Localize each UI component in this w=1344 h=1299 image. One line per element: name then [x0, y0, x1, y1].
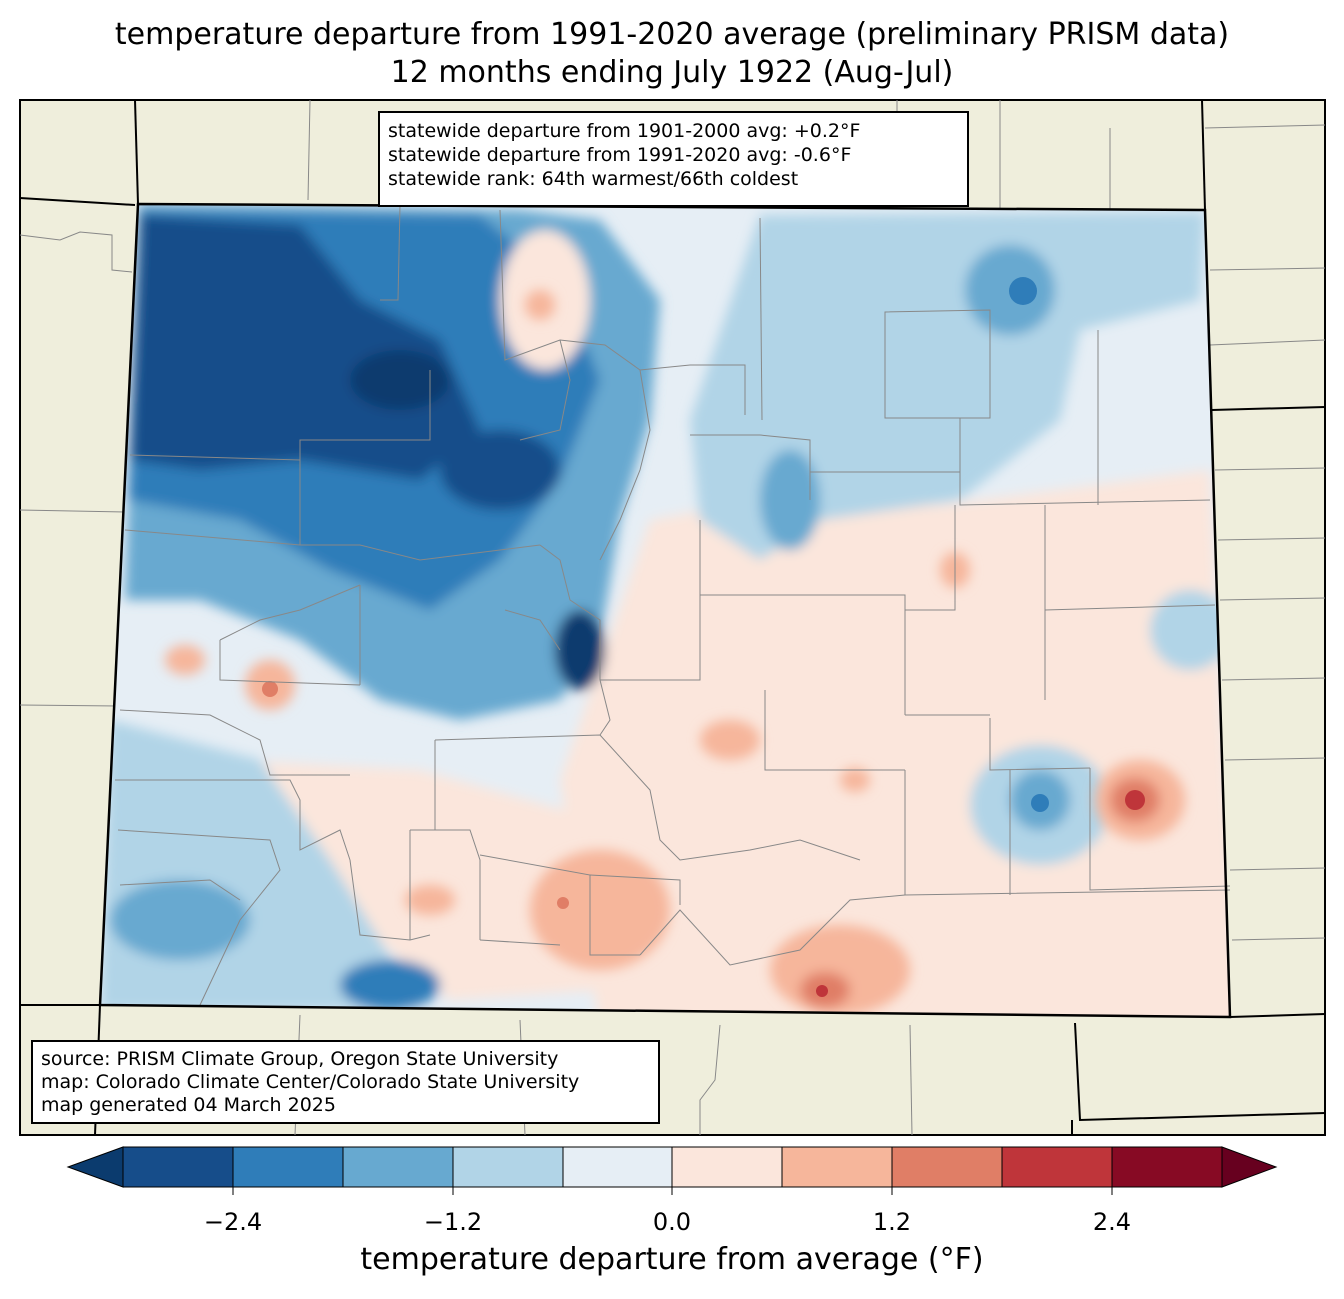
- colorbar-segment: [562, 1146, 673, 1188]
- colorado-border: [98, 202, 1232, 1019]
- colorbar: [66, 1146, 1278, 1195]
- map-subtitle: 12 months ending July 1922 (Aug-Jul): [390, 55, 954, 90]
- colorbar-segment: [671, 1146, 783, 1188]
- colorbar-tick-label: 2.4: [1092, 1208, 1132, 1236]
- colorbar-segment: [232, 1146, 344, 1188]
- map-credit-line: map: Colorado Climate Center/Colorado St…: [41, 1071, 580, 1093]
- temperature-field: [100, 204, 1230, 1017]
- colorbar-label: temperature departure from average (°F): [360, 1242, 984, 1277]
- source-box: source: PRISM Climate Group, Oregon Stat…: [31, 1040, 660, 1124]
- stats-line-rank: statewide rank: 64th warmest/66th coldes…: [388, 168, 799, 190]
- colorbar-segment: [1001, 1146, 1113, 1188]
- generated-date-line: map generated 04 March 2025: [41, 1094, 336, 1116]
- statewide-stats-box: statewide departure from 1901-2000 avg: …: [378, 111, 969, 207]
- colorbar-tick-label: 1.2: [872, 1208, 912, 1236]
- neighbor-county-lines: [19, 99, 1326, 1136]
- colorbar-segment: [122, 1146, 234, 1188]
- state-boundaries: [19, 99, 1326, 1136]
- colorbar-segment: [781, 1146, 893, 1188]
- colorbar-segment: [452, 1146, 564, 1188]
- map-title: temperature departure from 1991-2020 ave…: [114, 17, 1230, 52]
- colorbar-segment: [891, 1146, 1003, 1188]
- colorbar-extend-high: [1221, 1146, 1278, 1188]
- colorbar-segment: [1111, 1146, 1223, 1188]
- source-line: source: PRISM Climate Group, Oregon Stat…: [41, 1048, 559, 1070]
- colorbar-extend-low: [66, 1146, 124, 1188]
- colorbar-tick-label: 0.0: [652, 1208, 692, 1236]
- colorbar-tick-label: −2.4: [203, 1208, 263, 1236]
- colorbar-tick-label: −1.2: [423, 1208, 483, 1236]
- colorbar-segment: [342, 1146, 454, 1188]
- county-lines: [115, 204, 1231, 1006]
- stats-line-1991-2020: statewide departure from 1991-2020 avg: …: [388, 144, 852, 166]
- stats-line-1901-2000: statewide departure from 1901-2000 avg: …: [388, 120, 861, 142]
